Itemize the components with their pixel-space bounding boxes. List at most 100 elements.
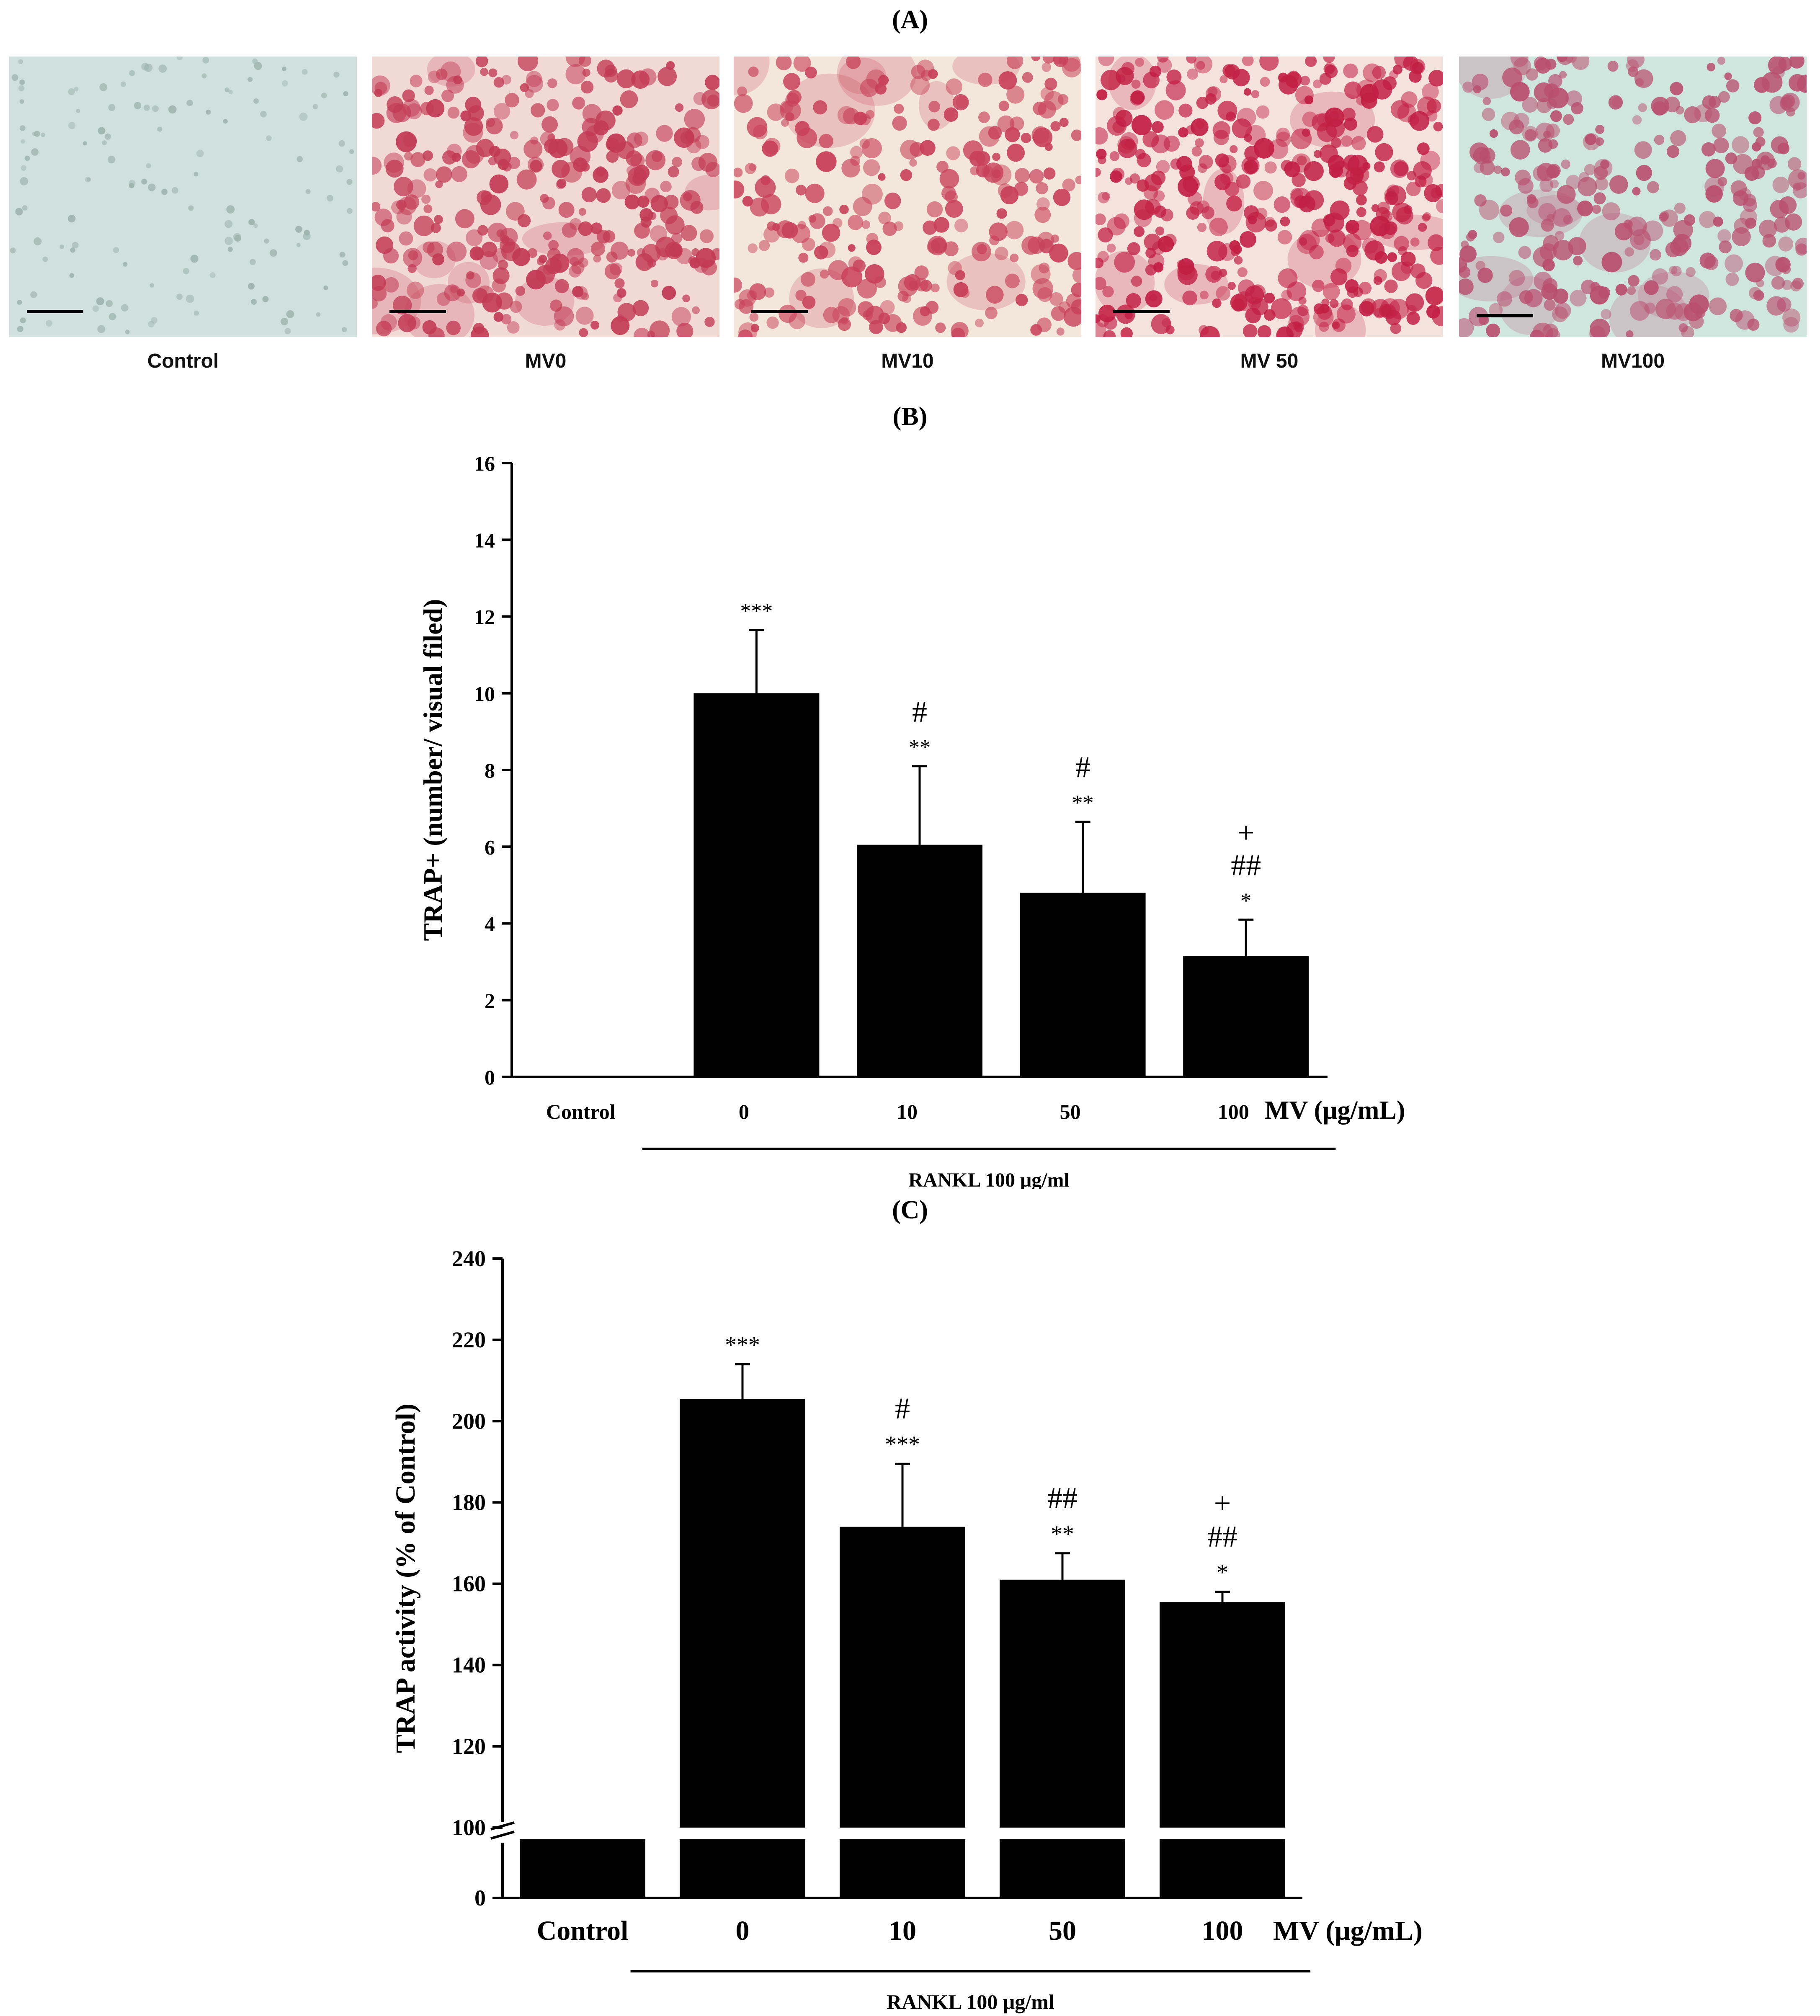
- cell: [1145, 199, 1161, 215]
- cell: [609, 263, 623, 275]
- bar: [857, 845, 982, 1077]
- cell: [59, 245, 64, 249]
- cell: [21, 139, 25, 144]
- cell: [1226, 111, 1236, 122]
- cell: [1553, 288, 1569, 304]
- osteoclast: [448, 262, 490, 304]
- cell: [1314, 303, 1325, 314]
- cell: [590, 222, 603, 234]
- cell: [617, 303, 636, 322]
- cell: [1215, 153, 1229, 167]
- cell: [554, 306, 574, 327]
- cell: [540, 194, 549, 203]
- cell: [1335, 257, 1352, 274]
- cell: [1323, 214, 1335, 227]
- cell: [1510, 82, 1530, 102]
- y-tick-label: 100: [452, 1815, 486, 1840]
- y-tick-label: 140: [452, 1653, 486, 1678]
- cell: [1212, 121, 1231, 139]
- group-label: RANKL 100 μg/ml: [908, 1169, 1070, 1189]
- cell: [747, 290, 758, 301]
- panel-c-label: (C): [892, 1196, 928, 1224]
- cell: [1565, 90, 1582, 107]
- cell: [303, 232, 311, 240]
- cell: [1195, 138, 1204, 148]
- cell: [1134, 209, 1152, 227]
- cell: [1356, 207, 1366, 217]
- y-tick-label: 14: [474, 528, 495, 552]
- cell: [1406, 312, 1420, 325]
- cell: [656, 125, 673, 142]
- panel-b-label: (B): [892, 402, 928, 431]
- cell: [590, 242, 605, 256]
- cell: [760, 175, 771, 185]
- cell: [1533, 165, 1549, 182]
- cell: [978, 111, 990, 124]
- cell: [626, 166, 636, 175]
- y-axis-label: TRAP+ (number/ visual filed): [418, 599, 448, 941]
- cell: [316, 312, 321, 317]
- cell: [1106, 243, 1116, 253]
- cell: [1557, 185, 1576, 204]
- cell: [892, 116, 907, 131]
- cell: [1243, 88, 1251, 96]
- cell: [1096, 322, 1107, 337]
- cell: [1595, 177, 1609, 191]
- cell: [333, 72, 340, 78]
- cell: [1390, 159, 1409, 178]
- cell: [1240, 231, 1256, 248]
- cell: [1328, 229, 1346, 247]
- cell: [1686, 267, 1696, 277]
- cell: [72, 242, 79, 249]
- osteoclast: [515, 276, 575, 326]
- cell: [1377, 201, 1390, 214]
- cell: [450, 285, 458, 293]
- cell: [763, 138, 781, 154]
- cell: [779, 304, 797, 323]
- cell: [1712, 124, 1726, 138]
- cell: [1201, 206, 1214, 219]
- cell: [102, 140, 107, 145]
- cell: [121, 304, 129, 312]
- cell: [822, 224, 840, 242]
- cell: [963, 140, 983, 160]
- cell: [1578, 177, 1597, 196]
- cell: [507, 321, 520, 334]
- cell: [1031, 57, 1041, 62]
- cell: [129, 180, 136, 187]
- cell: [1319, 322, 1329, 332]
- cell: [1300, 75, 1310, 86]
- cell: [134, 102, 142, 109]
- cell: [428, 70, 441, 83]
- cell: [612, 105, 623, 116]
- cell: [148, 183, 156, 191]
- cell: [655, 237, 676, 257]
- cell: [18, 85, 25, 91]
- osteoclast: [1579, 213, 1651, 273]
- cell: [954, 219, 968, 232]
- cell: [1553, 239, 1573, 260]
- cell: [1433, 121, 1443, 131]
- cell: [749, 312, 759, 322]
- bar: [680, 1398, 805, 1828]
- cell: [1392, 64, 1402, 75]
- cell: [635, 253, 653, 271]
- cell: [1634, 69, 1653, 88]
- cell: [1346, 223, 1354, 231]
- cell: [1593, 192, 1606, 205]
- significance-mark: *: [1240, 889, 1251, 913]
- cell: [1200, 326, 1220, 337]
- cell: [407, 264, 417, 273]
- cell: [1670, 130, 1686, 146]
- cell: [498, 260, 508, 270]
- cell: [1607, 61, 1619, 72]
- cell: [1305, 57, 1317, 67]
- cell: [1289, 306, 1310, 327]
- cell: [1544, 83, 1560, 98]
- cell: [581, 187, 597, 203]
- cell: [976, 164, 990, 178]
- cell: [795, 290, 807, 301]
- cell: [785, 112, 794, 121]
- cell: [456, 288, 465, 297]
